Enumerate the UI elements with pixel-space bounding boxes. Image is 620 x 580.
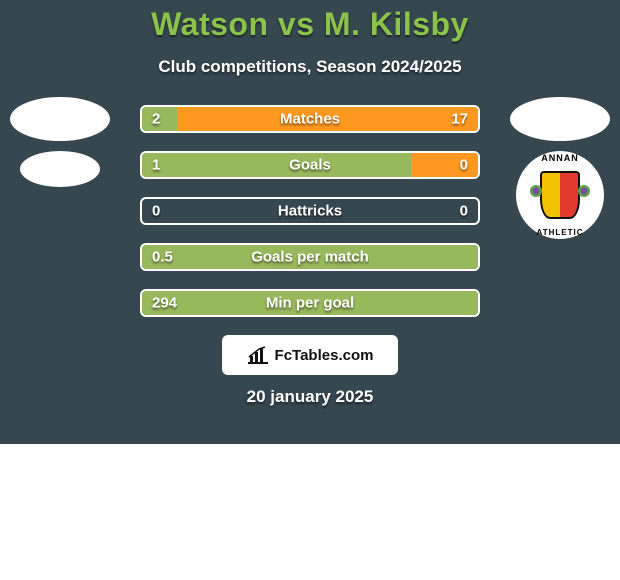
page-title: Watson vs M. Kilsby	[0, 6, 620, 43]
bar-value-right: 0	[460, 203, 468, 220]
date-line: 20 january 2025	[0, 387, 620, 407]
club-avatar-left	[20, 151, 100, 187]
bar-fill-left	[142, 153, 411, 177]
bars-region: ANNAN ATHLETIC 2 17 Matches 1 0 Goals 0 0 Hattri…	[0, 105, 620, 317]
bar-value-left: 0	[152, 203, 160, 220]
bar-value-left: 0.5	[152, 249, 173, 266]
stats-panel: Watson vs M. Kilsby Club competitions, S…	[0, 0, 620, 444]
bar-label: Goals	[289, 157, 331, 174]
club-text-bottom: ATHLETIC	[516, 228, 604, 237]
club-badge-right: ANNAN ATHLETIC	[516, 151, 604, 239]
bar-label: Goals per match	[251, 249, 369, 266]
player-avatar-left-1	[10, 97, 110, 141]
stat-bar: 1 0 Goals	[140, 151, 480, 179]
stat-bar: 2 17 Matches	[140, 105, 480, 133]
left-avatars	[10, 97, 110, 187]
bar-value-left: 1	[152, 157, 160, 174]
bar-label: Min per goal	[266, 295, 354, 312]
logo-text: FcTables.com	[275, 347, 374, 364]
bar-label: Matches	[280, 111, 340, 128]
bar-value-right: 17	[451, 111, 468, 128]
bar-value-right: 0	[460, 157, 468, 174]
stat-bar: 294 Min per goal	[140, 289, 480, 317]
right-avatars: ANNAN ATHLETIC	[510, 97, 610, 239]
bar-value-left: 2	[152, 111, 160, 128]
stat-bar: 0 0 Hattricks	[140, 197, 480, 225]
subtitle: Club competitions, Season 2024/2025	[0, 57, 620, 77]
shield-icon	[540, 171, 580, 219]
fctables-logo[interactable]: FcTables.com	[222, 335, 398, 375]
player-avatar-right-1	[510, 97, 610, 141]
stat-bar: 0.5 Goals per match	[140, 243, 480, 271]
bar-label: Hattricks	[278, 203, 342, 220]
bar-chart-icon	[247, 346, 269, 364]
bar-value-left: 294	[152, 295, 177, 312]
club-text-top: ANNAN	[516, 153, 604, 163]
